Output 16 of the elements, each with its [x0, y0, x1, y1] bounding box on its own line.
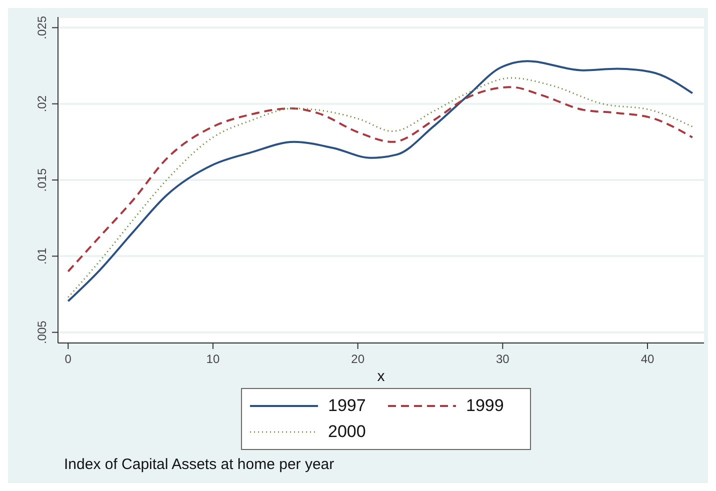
- x-tick-label: 30: [496, 352, 510, 366]
- y-tick-label: .015: [35, 168, 49, 192]
- y-tick-label: .005: [35, 320, 49, 344]
- x-axis-title: x: [377, 368, 386, 385]
- y-tick-label: .02: [35, 95, 49, 112]
- x-tick-label: 40: [640, 352, 655, 366]
- y-tick-label: .025: [35, 16, 49, 40]
- x-tick-label: 20: [351, 352, 365, 366]
- legend-label: 1999: [466, 396, 504, 416]
- line-series: [67, 86, 694, 272]
- x-tick-label: 10: [206, 352, 220, 366]
- y-tick-label: .01: [35, 248, 49, 265]
- x-tick-label: 0: [64, 352, 72, 366]
- legend-label: 1997: [328, 396, 366, 416]
- text: Index of Capital Assets at home per year: [64, 456, 334, 473]
- legend-label: 2000: [328, 422, 366, 442]
